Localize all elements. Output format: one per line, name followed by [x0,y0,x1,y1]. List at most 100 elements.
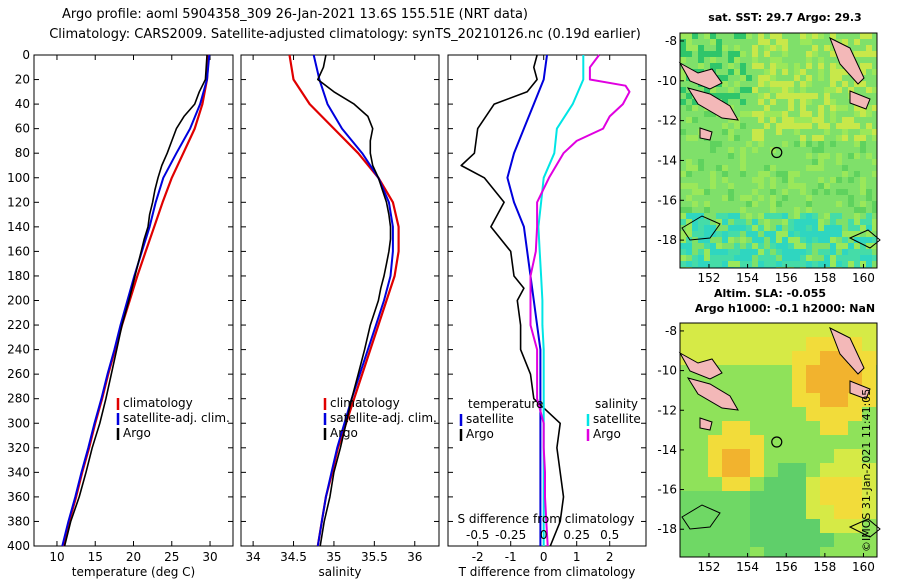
sst-map-cell [710,249,716,255]
sst-map-cell [770,99,776,105]
sst-map-cell [824,99,830,105]
sst-map-cell [806,219,812,225]
sst-map-cell [866,231,872,237]
sst-island [699,127,713,141]
sst-map-cell [836,63,842,69]
sla-map-cell [722,421,736,435]
sst-map-cell [686,165,692,171]
sst-map-cell [704,189,710,195]
sla-map-cell [778,547,792,557]
sst-map-cell [854,153,860,159]
sst-map-cell [686,105,692,111]
sst-map-cell [806,195,812,201]
sst-map-cell [680,33,686,39]
sst-map-cell [824,189,830,195]
sst-map-cell [818,183,824,189]
sst-map-cell [698,45,704,51]
sst-map-cell [716,51,722,57]
profile-title: Argo profile: aoml 5904358_309 26-Jan-20… [62,7,528,22]
sst-map-cell [854,225,860,231]
sst-map-cell [806,75,812,81]
sst-map-cell [758,99,764,105]
sst-map-cell [854,141,860,147]
sla-map-cell [680,519,694,533]
sla-map-cell [834,449,848,463]
sla-map-cell [694,491,708,505]
sla-map-cell [834,463,848,477]
sst-map-cell [836,189,842,195]
sst-map-cell [830,219,836,225]
sst-map-cell [764,105,770,111]
sla-map-cell [820,351,834,365]
sst-map-cell [728,231,734,237]
sst-map-cell [788,249,794,255]
sla-map-cell [778,323,792,337]
sst-map-cell [830,255,836,261]
sst-map-cell [764,219,770,225]
sst-map-cell [794,141,800,147]
sla-map-cell [792,379,806,393]
sst-map-cell [680,39,686,45]
sla-map-cell [862,491,876,505]
sst-map-cell [692,99,698,105]
sla-map-cell [792,351,806,365]
sst-island [849,90,871,110]
sla-map-cell [806,393,820,407]
sst-map-cell [794,243,800,249]
sst-map-cell [680,57,686,63]
sla-map-cell [764,323,778,337]
sst-map-cell [722,213,728,219]
sst-map-cell [728,135,734,141]
sst-map-cell [758,177,764,183]
sst-map-cell [698,255,704,261]
sst-map-cell [836,255,842,261]
sst-map-cell [764,81,770,87]
sst-map-cell [698,159,704,165]
sst-map-cell [812,213,818,219]
sla-map-cell [736,449,750,463]
sst-map-cell [860,111,866,117]
depth-tick-label: 40 [15,97,30,111]
sla-map-cell [862,505,876,519]
sst-map-cell [686,219,692,225]
sst-map-cell [860,219,866,225]
sst-map-cell [866,195,872,201]
sst-map-cell [698,219,704,225]
sst-map-cell [818,225,824,231]
sst-map-cell [860,51,866,57]
sst-map-cell [872,135,877,141]
sst-map-cell [716,165,722,171]
sst-map-cell [860,135,866,141]
sst-map-cell [806,243,812,249]
salinity-xtick-label: 34.5 [280,550,307,564]
sst-map-cell [854,213,860,219]
sst-map-cell [818,57,824,63]
sst-map-cell [782,123,788,129]
sst-map-cell [692,255,698,261]
sst-map-cell [716,39,722,45]
sst-map-cell [860,81,866,87]
depth-tick-label: 100 [7,171,30,185]
sst-map-cell [806,207,812,213]
sst-map-cell [764,171,770,177]
sst-map-ytick-label: -16 [657,193,677,207]
depth-tick-label: 240 [7,343,30,357]
sst-map-cell [722,75,728,81]
sst-map-cell [848,123,854,129]
sla-map-cell [778,463,792,477]
sst-map-cell [740,147,746,153]
sst-map-cell [872,105,877,111]
sla-map-cell [820,365,834,379]
sst-map-cell [686,249,692,255]
sst-map-cell [866,111,872,117]
sst-map-cell [734,45,740,51]
sst-island [686,87,739,121]
sst-map-cell [680,51,686,57]
sst-map-cell [770,69,776,75]
sst-map-cell [728,147,734,153]
sst-map-cell [722,45,728,51]
sst-map-cell [794,171,800,177]
sla-map-cell [848,449,862,463]
temperature-legend-label: Argo [123,426,151,440]
sla-map-cell [792,337,806,351]
